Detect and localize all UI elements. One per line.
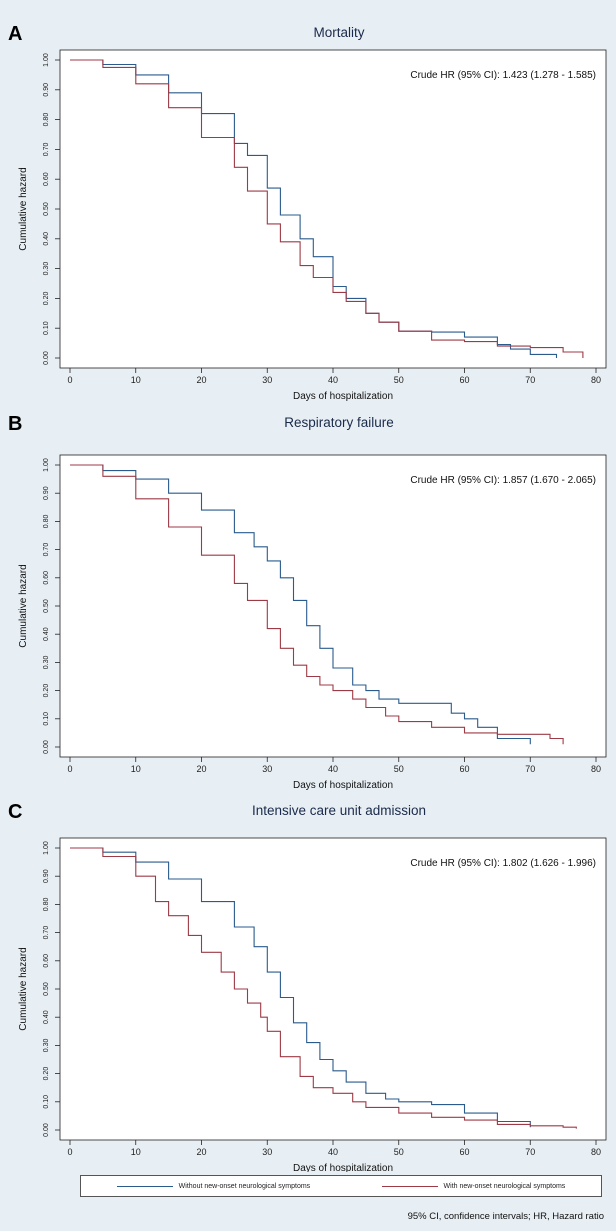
legend-swatch-without: [116, 1185, 173, 1187]
y-tick-label: 0.60: [43, 954, 50, 968]
y-tick-label: 0.80: [43, 113, 50, 127]
x-tick-label: 40: [328, 375, 338, 385]
x-tick-label: 60: [459, 375, 469, 385]
y-tick-label: 1.00: [43, 53, 50, 67]
x-tick-label: 40: [328, 1147, 338, 1157]
y-tick-label: 0.10: [43, 1095, 50, 1109]
x-tick-label: 30: [262, 764, 272, 774]
panel-label: C: [8, 801, 22, 823]
series-line-without: [70, 59, 558, 358]
x-axis-label: Days of hospitalization: [293, 391, 393, 402]
y-tick-label: 0.80: [43, 897, 50, 911]
x-tick-label: 80: [591, 1147, 601, 1157]
y-tick-label: 0.60: [43, 571, 50, 585]
y-tick-label: 1.00: [43, 841, 50, 855]
panel-label: B: [8, 413, 22, 435]
x-tick-label: 60: [459, 1147, 469, 1157]
y-tick-label: 0.70: [43, 543, 50, 557]
plot-area: [59, 454, 607, 758]
hr-annotation: Crude HR (95% CI): 1.802 (1.626 - 1.996): [410, 858, 596, 869]
series-line-without: [70, 464, 531, 745]
x-tick-label: 50: [394, 764, 404, 774]
y-tick-label: 0.50: [43, 202, 50, 216]
y-tick-label: 0.10: [43, 712, 50, 726]
series-line-with: [70, 847, 577, 1129]
y-tick-label: 0.80: [43, 514, 50, 528]
y-tick-label: 0.20: [43, 684, 50, 698]
y-tick-label: 0.50: [43, 599, 50, 613]
y-tick-label: 0.60: [43, 172, 50, 186]
y-tick-label: 0.40: [43, 1010, 50, 1024]
panel-label: A: [8, 23, 22, 45]
y-tick-label: 1.00: [43, 458, 50, 472]
x-tick-label: 70: [525, 1147, 535, 1157]
y-tick-label: 0.00: [43, 740, 50, 754]
y-tick-label: 0.90: [43, 486, 50, 500]
x-tick-label: 10: [131, 1147, 141, 1157]
footnote: 95% CI, confidence intervals; HR, Hazard…: [407, 1211, 604, 1222]
x-tick-label: 70: [525, 764, 535, 774]
legend: Without new-onset neurological symptoms …: [80, 1175, 602, 1197]
y-tick-label: 0.00: [43, 1123, 50, 1137]
y-tick-label: 0.90: [43, 869, 50, 883]
x-tick-label: 50: [394, 375, 404, 385]
x-tick-label: 50: [394, 1147, 404, 1157]
legend-label-without: Without new-onset neurological symptoms: [178, 1182, 311, 1190]
x-tick-label: 30: [262, 1147, 272, 1157]
x-tick-label: 0: [67, 764, 72, 774]
x-tick-label: 60: [459, 764, 469, 774]
y-tick-label: 0.10: [43, 321, 50, 335]
y-tick-label: 0.90: [43, 83, 50, 97]
legend-item-without: Without new-onset neurological symptoms: [116, 1182, 311, 1190]
x-axis-label: Days of hospitalization: [293, 1163, 393, 1172]
x-tick-label: 10: [131, 764, 141, 774]
plot-area: [59, 837, 607, 1141]
y-tick-label: 0.00: [43, 351, 50, 365]
x-tick-label: 70: [525, 375, 535, 385]
y-tick-label: 0.40: [43, 232, 50, 246]
legend-label-with: With new-onset neurological symptoms: [443, 1182, 566, 1190]
x-tick-label: 20: [196, 375, 206, 385]
hr-annotation: Crude HR (95% CI): 1.857 (1.670 - 2.065): [410, 475, 596, 486]
x-tick-label: 80: [591, 764, 601, 774]
y-axis-label: Cumulative hazard: [18, 167, 29, 250]
y-tick-label: 0.70: [43, 142, 50, 156]
hr-annotation: Crude HR (95% CI): 1.423 (1.278 - 1.585): [410, 70, 596, 81]
y-tick-label: 0.50: [43, 982, 50, 996]
x-tick-label: 0: [67, 1147, 72, 1157]
x-tick-label: 20: [196, 1147, 206, 1157]
x-tick-label: 0: [67, 375, 72, 385]
x-tick-label: 30: [262, 375, 272, 385]
legend-swatch-with: [381, 1185, 438, 1187]
chart-title: Mortality: [313, 25, 364, 40]
chart-svg: A Mortality 0.00 0.10 0.20 0.30 0.40 0.50 0.60 0.…: [8, 23, 607, 1172]
x-tick-label: 10: [131, 375, 141, 385]
x-axis-label: Days of hospitalization: [293, 780, 393, 791]
x-tick-label: 20: [196, 764, 206, 774]
chart-title: Respiratory failure: [284, 415, 394, 430]
series-line-with: [70, 59, 584, 358]
x-tick-label: 40: [328, 764, 338, 774]
y-tick-label: 0.30: [43, 262, 50, 276]
x-tick-label: 80: [591, 375, 601, 385]
y-tick-label: 0.20: [43, 291, 50, 305]
plot-area: [59, 49, 607, 369]
y-tick-label: 0.70: [43, 926, 50, 940]
y-tick-label: 0.30: [43, 655, 50, 669]
y-tick-label: 0.40: [43, 627, 50, 641]
y-tick-label: 0.20: [43, 1067, 50, 1081]
series-line-without: [70, 847, 531, 1128]
series-line-with: [70, 464, 564, 745]
y-axis-label: Cumulative hazard: [18, 564, 29, 647]
y-axis-label: Cumulative hazard: [18, 947, 29, 1030]
chart-title: Intensive care unit admission: [252, 803, 426, 818]
legend-item-with: With new-onset neurological symptoms: [381, 1182, 566, 1190]
y-tick-label: 0.30: [43, 1038, 50, 1052]
